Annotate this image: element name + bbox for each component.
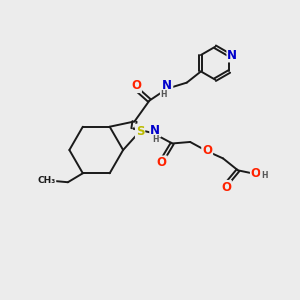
Text: O: O [251,167,261,180]
Text: H: H [152,135,158,144]
Text: O: O [131,79,141,92]
Text: N: N [227,49,237,62]
Text: H: H [160,90,167,99]
Text: O: O [202,144,212,158]
Text: O: O [221,181,231,194]
Text: N: N [150,124,160,136]
Text: O: O [157,156,167,170]
Text: H: H [261,171,268,180]
Text: CH₃: CH₃ [37,176,56,185]
Text: S: S [136,124,144,138]
Text: N: N [162,79,172,92]
